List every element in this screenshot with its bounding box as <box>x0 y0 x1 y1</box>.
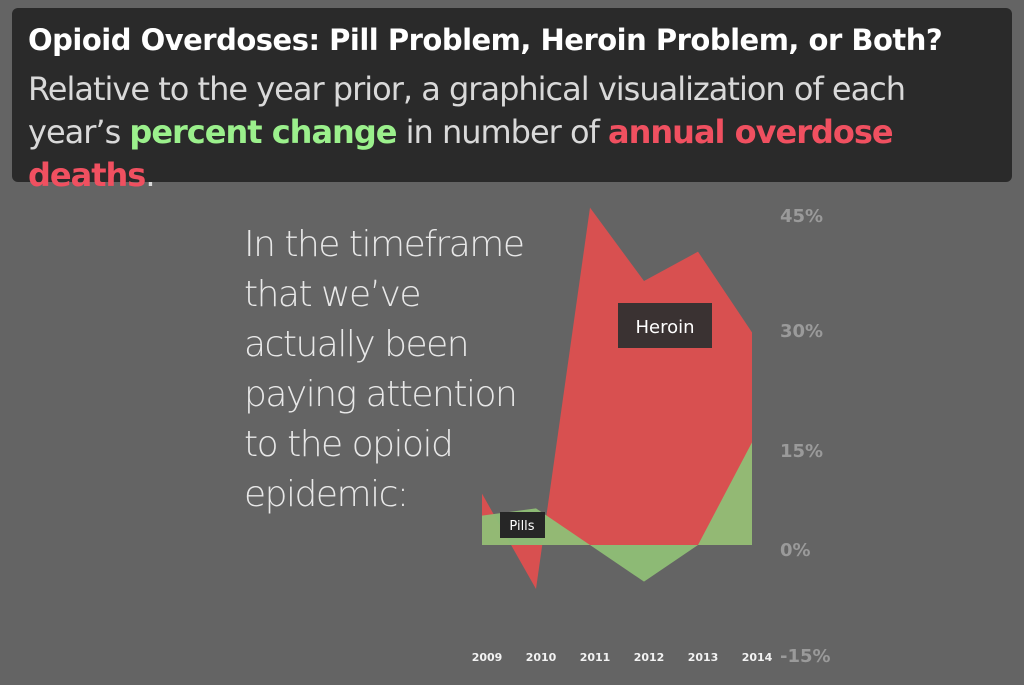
x-tick-label: 2010 <box>526 651 557 664</box>
narrative-text: In the timeframe that we’ve actually bee… <box>244 220 574 520</box>
x-tick-label: 2013 <box>688 651 719 664</box>
pills-area <box>482 442 752 582</box>
highlight-overdose-deaths: annual overdose deaths <box>28 113 894 194</box>
x-tick-label: 2009 <box>472 651 503 664</box>
heroin-label: Heroin <box>635 317 694 338</box>
y-tick-label: 15% <box>780 441 823 462</box>
narrative-line: paying attention <box>244 374 518 415</box>
subtitle-end: . <box>145 156 155 194</box>
y-tick-label: 30% <box>780 321 823 342</box>
pills-label-box <box>500 512 545 538</box>
narrative-line: actually been <box>244 324 470 365</box>
pills-label: Pills <box>509 519 534 534</box>
y-tick-label: -15% <box>780 646 831 667</box>
highlight-percent-change: percent change <box>129 113 397 151</box>
x-tick-label: 2011 <box>580 651 611 664</box>
narrative-line: In the timeframe <box>244 224 525 265</box>
subtitle-mid: in number of <box>396 113 609 151</box>
chart-subtitle: Relative to the year prior, a graphical … <box>28 68 1012 197</box>
x-tick-label: 2014 <box>742 651 773 664</box>
narrative-line: that we’ve <box>244 274 422 315</box>
chart-title: Opioid Overdoses: Pill Problem, Heroin P… <box>28 23 943 57</box>
header-panel: Opioid Overdoses: Pill Problem, Heroin P… <box>12 8 1012 194</box>
heroin-label-box <box>618 303 712 348</box>
narrative-line: to the opioid <box>244 424 454 465</box>
y-tick-label: 0% <box>780 540 811 561</box>
x-tick-label: 2012 <box>634 651 665 664</box>
y-tick-label: 45% <box>780 206 823 227</box>
subtitle-prefix: year’s <box>28 113 130 151</box>
subtitle-line1: Relative to the year prior, a graphical … <box>28 70 906 108</box>
narrative-line: epidemic: <box>244 474 409 515</box>
